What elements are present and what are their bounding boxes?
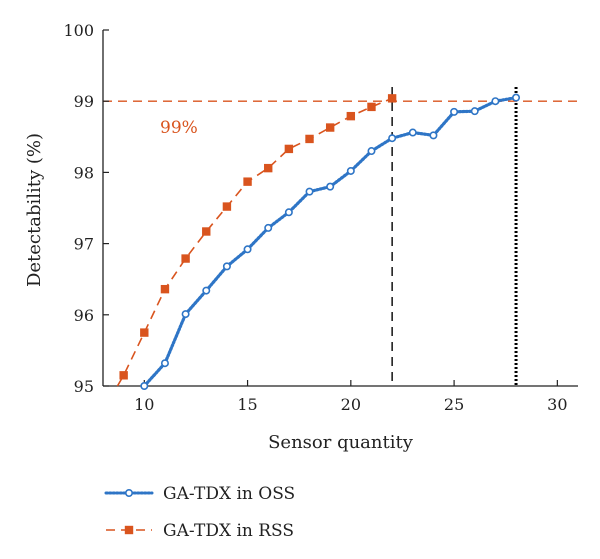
data-point-oss: [429, 131, 438, 140]
data-point-rss: [264, 163, 273, 173]
data-point-oss: [346, 166, 355, 175]
y-tick-label: 99: [74, 92, 94, 111]
y-axis-label: Detectability (%): [24, 133, 45, 287]
x-tick-label: 30: [547, 395, 567, 414]
data-point-oss: [367, 147, 376, 156]
data-point-rss: [140, 328, 149, 337]
x-axis-label: Sensor quantity: [268, 432, 414, 453]
legend-marker: [124, 525, 134, 535]
data-point-oss: [326, 182, 335, 191]
data-point-rss: [325, 123, 335, 132]
data-point-oss: [388, 134, 397, 143]
data-point-oss: [512, 93, 521, 102]
data-point-rss: [222, 202, 232, 211]
legend-symbol-rss: [106, 525, 152, 535]
y-tick-label: 100: [63, 21, 94, 40]
y-tick-label: 95: [74, 377, 94, 396]
y-tick-label: 98: [74, 163, 94, 182]
data-point-oss: [305, 187, 314, 196]
data-point-oss: [491, 97, 500, 106]
legend-label-rss: GA-TDX in RSS: [163, 521, 294, 541]
x-tick-label: 15: [237, 395, 257, 414]
series-layer: [116, 93, 521, 390]
legend-symbol-oss: [104, 488, 154, 497]
data-point-rss: [243, 177, 252, 186]
axes: 95 96 97 98 99 100 10 15 20 25 30: [63, 21, 578, 414]
data-point-oss: [243, 245, 252, 254]
data-point-rss: [346, 111, 356, 121]
data-point-oss: [450, 107, 459, 116]
data-point-rss: [160, 284, 170, 294]
series-rss: [116, 94, 397, 387]
legend-label-oss: GA-TDX in OSS: [163, 484, 295, 504]
data-point-oss: [181, 310, 190, 319]
series-line-oss: [142, 96, 518, 388]
legend: GA-TDX in OSS GA-TDX in RSS: [104, 484, 295, 541]
x-tick-label: 20: [341, 395, 361, 414]
data-point-rss: [181, 254, 190, 263]
y-tick-label: 97: [74, 235, 94, 254]
data-point-oss: [222, 262, 231, 271]
data-point-rss: [119, 371, 128, 380]
y-tick-label: 96: [74, 306, 94, 325]
data-point-oss: [140, 381, 149, 390]
data-point-oss: [202, 286, 211, 295]
threshold-annotation: 99%: [160, 118, 198, 138]
data-point-rss: [305, 134, 314, 144]
x-tick-label: 10: [134, 395, 154, 414]
data-point-oss: [160, 359, 169, 368]
data-point-rss: [202, 227, 211, 236]
legend-item-rss: GA-TDX in RSS: [106, 521, 294, 541]
series-oss: [140, 93, 521, 390]
data-point-rss: [387, 94, 397, 103]
data-point-oss: [284, 208, 293, 217]
data-point-oss: [470, 107, 479, 116]
data-point-rss: [284, 144, 294, 154]
data-point-oss: [264, 223, 273, 232]
legend-marker: [125, 488, 134, 497]
data-point-oss: [408, 128, 417, 137]
legend-item-oss: GA-TDX in OSS: [104, 484, 295, 504]
data-point-rss: [367, 102, 376, 112]
x-tick-label: 25: [444, 395, 464, 414]
